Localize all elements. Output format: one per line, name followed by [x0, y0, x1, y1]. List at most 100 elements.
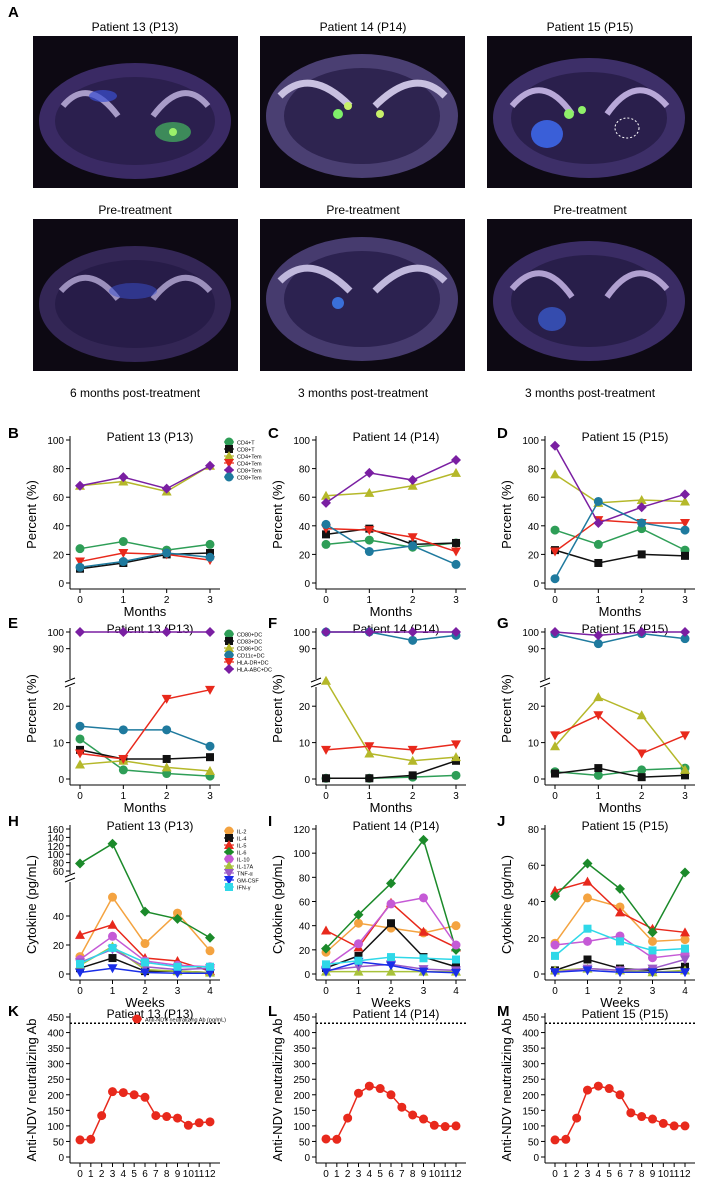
y-tick-label: 100: [293, 628, 310, 639]
series-line: [554, 862, 686, 934]
y-tick-label: 60: [53, 867, 65, 878]
data-point: [648, 1114, 657, 1124]
y-tick-label: 120: [293, 825, 310, 836]
y-tick-label: 90: [53, 645, 65, 656]
data-point: [141, 958, 149, 967]
series-line: [554, 527, 686, 551]
x-tick-label: 2: [410, 791, 416, 802]
chart-title: Patient 13 (P13): [107, 1007, 194, 1021]
data-point: [354, 939, 363, 949]
x-tick-label: 0: [77, 1169, 83, 1180]
legend-marker: [224, 650, 234, 660]
x-tick-label: 11: [440, 1169, 451, 1180]
scan-p13-post: [33, 219, 238, 371]
series: [550, 692, 690, 774]
y-tick-label: 200: [47, 1091, 64, 1102]
data-point: [583, 936, 592, 946]
panel-letter-e: E: [8, 615, 18, 632]
series: [550, 858, 690, 938]
series-line: [79, 842, 211, 939]
x-tick-label: 6: [142, 1169, 148, 1180]
y-tick-label: 0: [304, 1153, 310, 1164]
data-point: [593, 517, 604, 528]
data-point: [97, 1111, 107, 1121]
x-axis-label: Weeks: [125, 1178, 165, 1180]
x-axis-label: Months: [370, 800, 413, 815]
data-point: [593, 630, 604, 641]
x-tick-label: 1: [110, 986, 116, 997]
legend-label: CD4+Tem: [237, 462, 262, 468]
y-tick-label: 50: [528, 1137, 540, 1148]
y-tick-label: 0: [58, 1153, 64, 1164]
chart-title: Patient 13 (P13): [107, 430, 194, 444]
series: [550, 711, 690, 759]
data-point: [680, 627, 690, 637]
data-point: [636, 710, 647, 720]
x-tick-label: 4: [207, 986, 213, 997]
x-tick-label: 1: [585, 986, 591, 997]
series: [75, 838, 215, 943]
x-axis-label: Months: [599, 800, 642, 815]
series: [321, 455, 461, 508]
y-tick-label: 300: [522, 1060, 539, 1071]
chart-b: B Patient 13 (P13) 0 20 40 60 80 100 0 1 2 3 Months P…: [8, 425, 262, 619]
data-point: [550, 547, 560, 557]
series: [321, 627, 461, 637]
x-tick-label: 2: [639, 791, 645, 802]
axis-break-mark: [539, 682, 551, 688]
legend-marker: [224, 861, 234, 870]
data-point: [140, 1092, 150, 1102]
axis-break-mark: [64, 682, 76, 688]
y-tick-label: 40: [53, 912, 65, 923]
data-point: [151, 1111, 161, 1121]
data-point: [162, 725, 172, 735]
data-point: [680, 764, 690, 774]
x-tick-label: 10: [658, 1169, 670, 1180]
legend: Anti-NDV neutralizing Ab (pg/mL): [132, 1014, 226, 1024]
x-tick-label: 3: [207, 595, 213, 606]
y-axis-label: Anti-NDV neutralizing Ab: [499, 1018, 514, 1161]
legend-label: CD80+DC: [237, 633, 262, 639]
data-point: [615, 968, 625, 978]
y-axis-label: Percent (%): [270, 674, 285, 743]
legend-label: IL-2: [237, 830, 246, 836]
data-point: [594, 558, 603, 567]
data-point: [451, 770, 461, 780]
data-point: [118, 725, 128, 735]
x-tick-label: 1: [367, 791, 373, 802]
series-line: [554, 714, 686, 755]
data-point: [408, 771, 417, 780]
chart-c: C Patient 14 (P14) 0 20 40 60 80 100 0 1 2 3 Months P…: [268, 425, 466, 619]
data-point: [364, 535, 374, 545]
data-point: [593, 770, 603, 780]
y-tick-label: 250: [522, 1075, 539, 1086]
y-axis-label: Percent (%): [499, 674, 514, 743]
panel-letter-g: G: [497, 615, 509, 632]
data-point: [550, 627, 560, 637]
data-point: [680, 518, 690, 528]
panel-letter-h: H: [8, 813, 19, 830]
data-point: [418, 967, 429, 977]
y-tick-label: 350: [47, 1044, 64, 1055]
data-point: [551, 951, 559, 960]
series-line: [325, 459, 457, 504]
x-tick-label: 2: [142, 986, 148, 997]
data-point: [572, 1113, 582, 1123]
axis-break-mark: [64, 877, 76, 883]
scan-p15-pre: [487, 36, 692, 188]
chart-title: Patient 14 (P14): [353, 819, 440, 833]
legend-label: IL-5: [237, 844, 246, 850]
x-tick-label: 1: [596, 595, 602, 606]
data-point: [118, 754, 129, 764]
data-point: [162, 754, 171, 763]
y-tick-label: 350: [293, 1044, 310, 1055]
x-tick-label: 4: [121, 1169, 127, 1180]
x-tick-label: 7: [399, 1169, 405, 1180]
series-line: [79, 552, 211, 563]
x-tick-label: 2: [639, 595, 645, 606]
y-tick-label: 150: [522, 1106, 539, 1117]
data-point: [680, 1121, 690, 1131]
series-line: [79, 749, 211, 760]
y-tick-label: 80: [299, 465, 311, 476]
